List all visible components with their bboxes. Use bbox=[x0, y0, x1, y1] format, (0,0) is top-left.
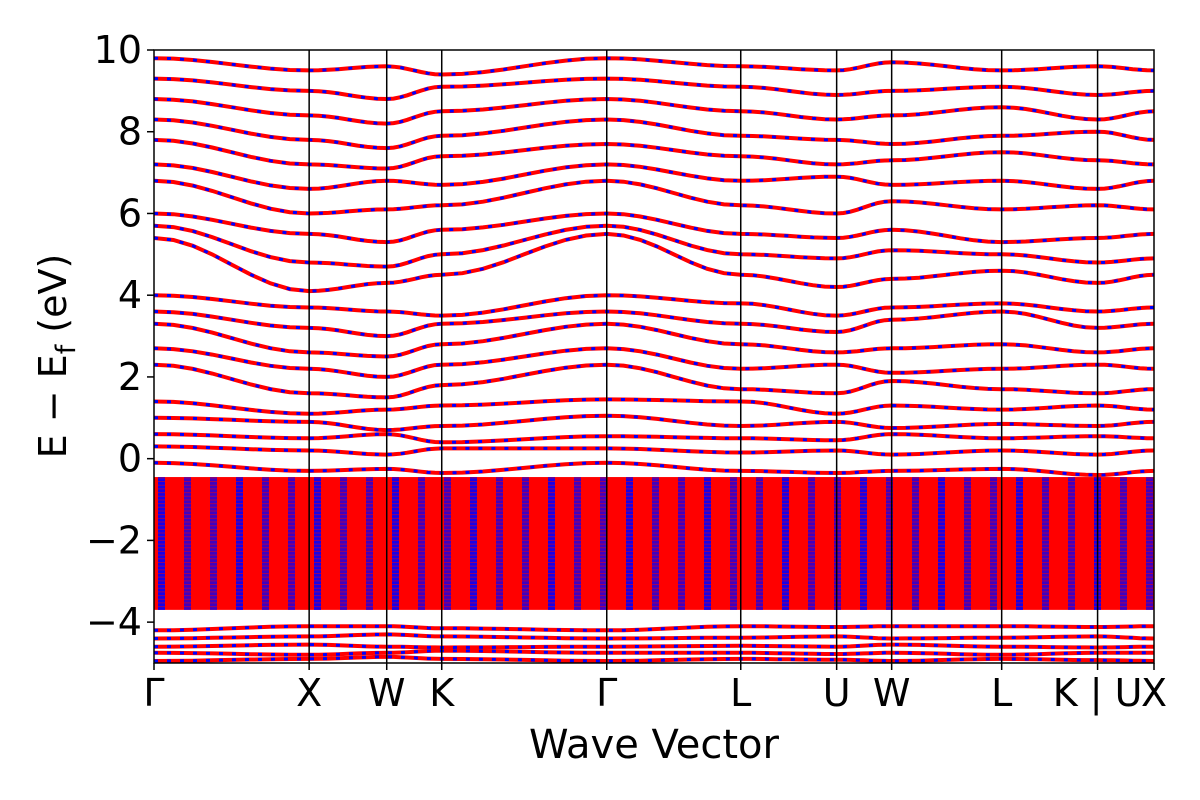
y-ticks: −4 −2 0 2 4 6 8 10 bbox=[86, 28, 154, 644]
band-line-red bbox=[154, 56, 1154, 77]
dense-band-stripe bbox=[990, 477, 997, 610]
dense-band-stripe bbox=[964, 477, 971, 610]
dense-band-stripe bbox=[730, 477, 737, 610]
x-tick-label: Γ bbox=[596, 671, 617, 715]
dense-band-stripe bbox=[808, 477, 815, 610]
dense-band-stripe bbox=[418, 477, 425, 610]
y-tick-label: 8 bbox=[118, 110, 142, 154]
band-line-red bbox=[154, 117, 1154, 151]
band-line-blue-dashed bbox=[154, 138, 1154, 171]
x-tick-label: K bbox=[429, 671, 455, 715]
band-line-blue-dashed bbox=[154, 363, 1154, 399]
dense-band-stripe bbox=[886, 477, 893, 610]
dense-band-stripe bbox=[756, 477, 763, 610]
band-line-blue-dashed bbox=[154, 117, 1154, 150]
dense-band-stripe bbox=[262, 477, 269, 610]
band-line-red bbox=[154, 211, 1154, 245]
band-line-red bbox=[154, 397, 1154, 416]
dense-band-stripe bbox=[444, 477, 451, 610]
band-line-red bbox=[154, 413, 1154, 433]
y-tick-label: 4 bbox=[118, 273, 142, 317]
dense-band-stripe bbox=[652, 477, 659, 610]
band-line-blue-dashed bbox=[154, 293, 1154, 318]
dense-band-stripe bbox=[548, 477, 555, 610]
band-line-blue-dashed bbox=[154, 162, 1154, 191]
band-line-red bbox=[154, 632, 1154, 641]
bands-layer bbox=[154, 56, 1154, 663]
band-line-red bbox=[154, 444, 1154, 457]
dense-band-stripe bbox=[1068, 477, 1075, 610]
dense-band-stripe bbox=[912, 477, 919, 610]
band-line-red bbox=[154, 76, 1154, 102]
x-axis-label: Wave Vector bbox=[529, 722, 780, 768]
dense-band-stripe bbox=[1146, 477, 1153, 610]
x-tick-label: L bbox=[730, 671, 751, 715]
dense-band-stripe bbox=[704, 477, 711, 610]
y-axis-label-subscript: f bbox=[51, 343, 82, 354]
band-line-red bbox=[154, 137, 1154, 171]
band-line-red bbox=[154, 460, 1154, 478]
band-line-blue-dashed bbox=[154, 346, 1154, 379]
y-tick-label: −4 bbox=[86, 600, 142, 644]
band-line-red bbox=[154, 642, 1154, 650]
dense-band-stripe bbox=[470, 477, 477, 610]
dense-band-stripe bbox=[392, 477, 399, 610]
dense-band-stripe bbox=[600, 477, 607, 610]
y-tick-label: 2 bbox=[118, 355, 142, 399]
dense-band-stripe bbox=[184, 477, 191, 610]
dense-band-stripe bbox=[158, 477, 165, 610]
dense-band-stripe bbox=[626, 477, 633, 610]
x-tick-label: K | U bbox=[1053, 671, 1143, 716]
band-line-red bbox=[154, 162, 1154, 191]
dense-band-stripe bbox=[1120, 477, 1127, 610]
dense-band-stripe bbox=[574, 477, 581, 610]
dense-band-stripe bbox=[288, 477, 295, 610]
dense-band-stripe bbox=[366, 477, 373, 610]
kpoint-lines bbox=[308, 50, 1099, 663]
dense-band-stripe bbox=[496, 477, 503, 610]
y-tick-label: 0 bbox=[118, 437, 142, 481]
y-axis-label: E − Ef (eV) bbox=[31, 254, 82, 459]
x-tick-label: X bbox=[296, 671, 322, 715]
dense-band-stripe bbox=[1016, 477, 1023, 610]
band-line-blue-dashed bbox=[154, 211, 1154, 244]
y-tick-label: 10 bbox=[94, 28, 142, 72]
band-line-red bbox=[154, 309, 1154, 339]
band-line-red bbox=[154, 624, 1154, 633]
dense-band-stripe bbox=[236, 477, 243, 610]
dense-band-stripe bbox=[340, 477, 347, 610]
band-line-blue-dashed bbox=[154, 97, 1154, 126]
plot-frame bbox=[153, 49, 1155, 664]
x-tick-label: U bbox=[823, 671, 851, 715]
dense-band-stripe bbox=[210, 477, 217, 610]
y-tick-label: 6 bbox=[118, 191, 142, 235]
y-tick-label: −2 bbox=[86, 518, 142, 562]
band-line-blue-dashed bbox=[154, 309, 1154, 338]
y-axis-label-main: E − E bbox=[31, 354, 75, 458]
band-line-blue-dashed bbox=[154, 322, 1154, 359]
dense-band-stripe bbox=[1042, 477, 1049, 610]
dense-band-stripe bbox=[782, 477, 789, 610]
dense-band-stripe bbox=[522, 477, 529, 610]
band-line-red bbox=[154, 432, 1154, 445]
x-tick-label: X bbox=[1141, 671, 1167, 715]
dense-band-stripe bbox=[938, 477, 945, 610]
x-tick-label: W bbox=[873, 671, 911, 715]
dense-band-stripe bbox=[678, 477, 685, 610]
dense-band-stripe bbox=[834, 477, 841, 610]
band-line-red bbox=[154, 654, 1154, 663]
band-line-blue-dashed bbox=[154, 179, 1154, 216]
band-line-red bbox=[154, 96, 1154, 126]
band-line-red bbox=[154, 648, 1154, 657]
x-tick-label: Γ bbox=[143, 671, 164, 715]
dense-band-stripe bbox=[314, 477, 321, 610]
x-tick-label: W bbox=[368, 671, 406, 715]
x-tick-label: L bbox=[991, 671, 1012, 715]
y-axis-label-unit: (eV) bbox=[31, 254, 75, 345]
dense-band-stripe bbox=[860, 477, 867, 610]
